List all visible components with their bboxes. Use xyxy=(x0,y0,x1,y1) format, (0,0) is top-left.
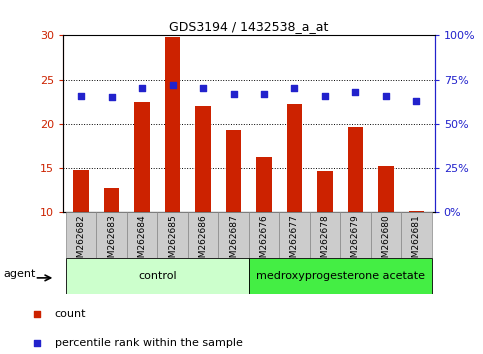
Bar xyxy=(287,103,302,212)
Bar xyxy=(104,188,119,212)
Point xyxy=(199,86,207,91)
Bar xyxy=(348,127,363,212)
Bar xyxy=(226,130,241,212)
Text: GSM262682: GSM262682 xyxy=(77,215,85,269)
Text: percentile rank within the sample: percentile rank within the sample xyxy=(55,338,242,348)
Point xyxy=(412,98,420,104)
Text: GSM262687: GSM262687 xyxy=(229,215,238,269)
Text: control: control xyxy=(138,271,177,281)
Point xyxy=(352,89,359,95)
Bar xyxy=(188,212,218,258)
Point xyxy=(138,86,146,91)
Text: GSM262681: GSM262681 xyxy=(412,215,421,269)
Bar xyxy=(317,171,333,212)
Bar xyxy=(127,212,157,258)
Text: GSM262684: GSM262684 xyxy=(138,215,146,269)
Bar xyxy=(66,258,249,294)
Bar xyxy=(196,106,211,212)
Text: medroxyprogesterone acetate: medroxyprogesterone acetate xyxy=(256,271,425,281)
Text: GSM262677: GSM262677 xyxy=(290,215,299,269)
Point xyxy=(229,91,237,97)
Bar xyxy=(96,212,127,258)
Bar xyxy=(66,212,96,258)
Point xyxy=(291,86,298,91)
Point xyxy=(77,93,85,98)
Bar xyxy=(134,102,150,212)
Bar xyxy=(249,212,279,258)
Text: GSM262680: GSM262680 xyxy=(382,215,390,269)
Bar xyxy=(256,156,271,212)
Bar xyxy=(157,212,188,258)
Bar xyxy=(218,212,249,258)
Bar xyxy=(249,258,432,294)
Bar xyxy=(340,212,370,258)
Bar xyxy=(310,212,340,258)
Bar xyxy=(165,37,180,212)
Text: GSM262683: GSM262683 xyxy=(107,215,116,269)
Point xyxy=(356,220,364,225)
Bar xyxy=(73,170,89,212)
Text: GSM262676: GSM262676 xyxy=(259,215,269,269)
Bar xyxy=(279,212,310,258)
Bar xyxy=(401,212,432,258)
Point xyxy=(382,93,390,98)
Point xyxy=(260,91,268,97)
Point xyxy=(321,93,329,98)
Point xyxy=(108,95,115,100)
Text: GSM262678: GSM262678 xyxy=(320,215,329,269)
Text: agent: agent xyxy=(3,269,36,279)
Text: GSM262686: GSM262686 xyxy=(199,215,208,269)
Title: GDS3194 / 1432538_a_at: GDS3194 / 1432538_a_at xyxy=(169,20,328,33)
Text: GSM262685: GSM262685 xyxy=(168,215,177,269)
Point xyxy=(169,82,176,88)
Text: count: count xyxy=(55,309,86,319)
Bar xyxy=(409,211,424,212)
Bar xyxy=(370,212,401,258)
Bar xyxy=(378,166,394,212)
Text: GSM262679: GSM262679 xyxy=(351,215,360,269)
